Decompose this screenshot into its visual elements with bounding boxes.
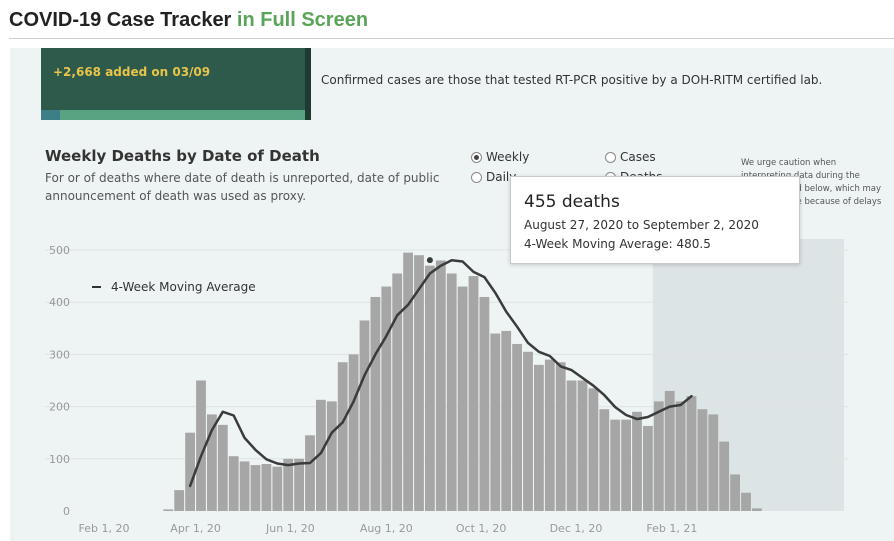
bar (512, 343, 522, 511)
card-progress-segment (41, 110, 60, 120)
bar (577, 380, 588, 511)
bar (337, 362, 348, 511)
bar (381, 286, 392, 511)
bar (294, 458, 304, 511)
bar (675, 401, 686, 511)
bar (217, 424, 228, 511)
bar (501, 330, 512, 511)
card-progress-bar (41, 110, 305, 120)
bar (741, 492, 751, 511)
y-tick-label: 0 (63, 505, 70, 518)
bar (686, 396, 697, 511)
bar (228, 456, 239, 511)
bar (479, 296, 490, 511)
y-tick-label: 300 (49, 348, 70, 361)
bar (207, 414, 217, 511)
bar (185, 432, 195, 511)
section-title: Weekly Deaths by Date of Death (45, 147, 320, 165)
x-tick-label: Feb 1, 20 (79, 522, 130, 535)
bar (359, 320, 370, 511)
title-divider (9, 38, 894, 39)
bar (261, 464, 272, 511)
bar (305, 435, 315, 511)
x-tick-label: Aug 1, 20 (360, 522, 413, 535)
x-tick-label: Feb 1, 21 (646, 522, 697, 535)
bar (316, 399, 326, 511)
bar (283, 458, 294, 511)
tooltip-headline: 455 deaths (524, 192, 620, 212)
bar (555, 362, 566, 511)
chart-legend: 4-Week Moving Average (92, 280, 256, 294)
radio-unselected-icon (471, 172, 482, 183)
radio-selected-icon (471, 152, 482, 163)
x-tick-label: Apr 1, 20 (170, 522, 221, 535)
bar (392, 273, 403, 511)
added-count-text: +2,668 added on 03/09 (53, 65, 211, 79)
bar (348, 354, 359, 511)
x-tick-label: Oct 1, 20 (456, 522, 507, 535)
section-description: For or of deaths where date of death is … (45, 171, 440, 203)
bar (643, 425, 653, 511)
bar (326, 401, 337, 511)
bar (664, 390, 675, 511)
bar (468, 276, 479, 511)
bar (632, 411, 642, 511)
bar (196, 380, 206, 511)
y-tick-label: 200 (49, 401, 70, 414)
weekly-radio-label: Weekly (486, 150, 530, 164)
y-tick-label: 400 (49, 296, 70, 309)
page-title-accent[interactable]: in Full Screen (236, 9, 369, 31)
bar (425, 265, 435, 511)
cases-radio-label: Cases (620, 150, 656, 164)
radio-unselected-icon (605, 152, 616, 163)
x-tick-label: Dec 1, 20 (550, 522, 603, 535)
cases-radio[interactable]: Cases (605, 150, 656, 164)
x-tick-label: Jun 1, 20 (265, 522, 315, 535)
page-title: COVID-19 Case Tracker in Full Screen (9, 9, 368, 32)
y-tick-label: 500 (49, 244, 70, 257)
legend-moving-average-label: 4-Week Moving Average (111, 280, 256, 294)
card-edge-shadow (305, 48, 311, 120)
legend-line-swatch (92, 286, 101, 288)
bar (272, 466, 283, 511)
bar (566, 380, 577, 511)
bar (588, 388, 599, 511)
bar (250, 465, 261, 511)
bar (752, 508, 762, 511)
weekly-radio[interactable]: Weekly (471, 150, 529, 164)
bar (446, 273, 457, 511)
bar (435, 260, 446, 511)
bar (163, 509, 174, 511)
bar (653, 401, 664, 511)
summary-card: +2,668 added on 03/09 (41, 48, 311, 120)
page-title-main: COVID-19 Case Tracker (9, 9, 232, 31)
bar (697, 409, 708, 511)
confirmed-cases-note: Confirmed cases are those that tested RT… (321, 73, 823, 87)
bar (719, 441, 730, 511)
bar (457, 286, 468, 511)
bar (490, 333, 501, 511)
bar (414, 255, 424, 511)
chart-tooltip: 455 deaths August 27, 2020 to September … (510, 176, 800, 264)
daily-radio[interactable]: Daily (471, 170, 516, 184)
y-tick-label: 100 (49, 453, 70, 466)
bar (599, 409, 610, 511)
bar (621, 419, 631, 511)
bar (523, 351, 533, 511)
bar (174, 490, 185, 511)
bar (708, 414, 719, 511)
moving-average-line (188, 258, 693, 488)
tooltip-moving-average: 4-Week Moving Average: 480.5 (524, 237, 711, 251)
bar (544, 359, 555, 511)
tooltip-date-range: August 27, 2020 to September 2, 2020 (524, 218, 759, 232)
bar (239, 461, 250, 511)
bar (370, 296, 381, 511)
bar (534, 364, 544, 511)
bar (610, 419, 621, 511)
daily-radio-label: Daily (486, 170, 517, 184)
bar (730, 474, 740, 511)
bar (403, 252, 413, 512)
highlight-point (426, 257, 433, 264)
